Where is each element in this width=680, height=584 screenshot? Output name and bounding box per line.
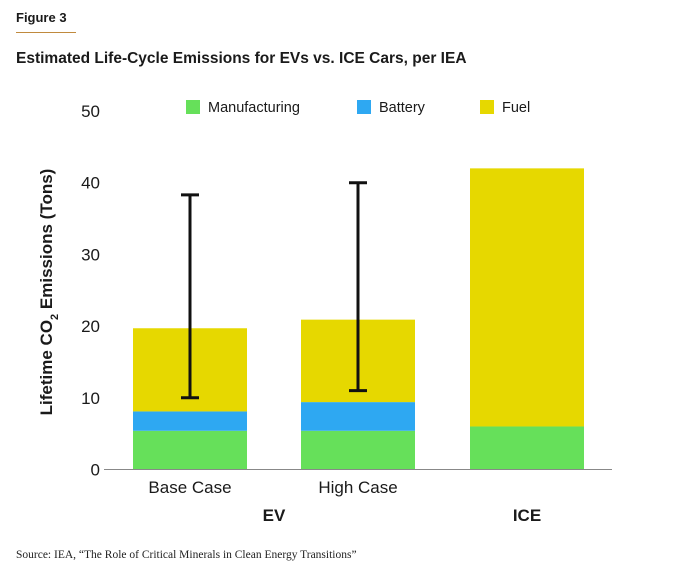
svg-text:Lifetime CO2 Emissions (Tons): Lifetime CO2 Emissions (Tons) [37,169,61,416]
legend-label: Manufacturing [208,100,300,116]
bar-segment-manufacturing [133,430,247,470]
x-tick-labels: Base Case High Case [148,478,397,497]
legend-swatch [480,100,494,114]
bar-segment-manufacturing [470,426,584,470]
legend-item: Battery [357,100,426,116]
bar-segment-fuel [470,168,584,427]
y-tick-label: 0 [91,461,100,480]
legend-item: Manufacturing [186,100,300,116]
legend: Manufacturing Battery Fuel [186,100,530,116]
figure-label: Figure 3 [16,10,67,25]
legend-label: Battery [379,100,426,116]
y-axis-title: Lifetime CO2 Emissions (Tons) [37,169,61,416]
y-ticks: 0 10 20 30 40 50 [81,102,100,480]
bar-segment-manufacturing [301,430,415,470]
x-tick-label: Base Case [148,478,231,497]
y-tick-label: 10 [81,389,100,408]
x-tick-label: High Case [318,478,397,497]
chart-title: Estimated Life-Cycle Emissions for EVs v… [16,50,467,67]
error-bars [181,181,367,400]
legend-label: Fuel [502,100,530,116]
source-note: Source: IEA, “The Role of Critical Miner… [16,549,357,561]
group-label: EV [263,506,286,525]
bar-segment-battery [133,411,247,431]
legend-swatch [357,100,371,114]
y-tick-label: 30 [81,245,100,264]
y-tick-label: 50 [81,102,100,121]
group-labels: EV ICE [263,506,542,525]
error-bar [181,193,199,400]
legend-swatch [186,100,200,114]
figure-label-rule [16,32,76,33]
group-label: ICE [513,506,541,525]
y-tick-label: 20 [81,317,100,336]
legend-item: Fuel [480,100,530,116]
error-bar [349,181,367,393]
y-tick-label: 40 [81,174,100,193]
bar-segment-battery [301,402,415,431]
